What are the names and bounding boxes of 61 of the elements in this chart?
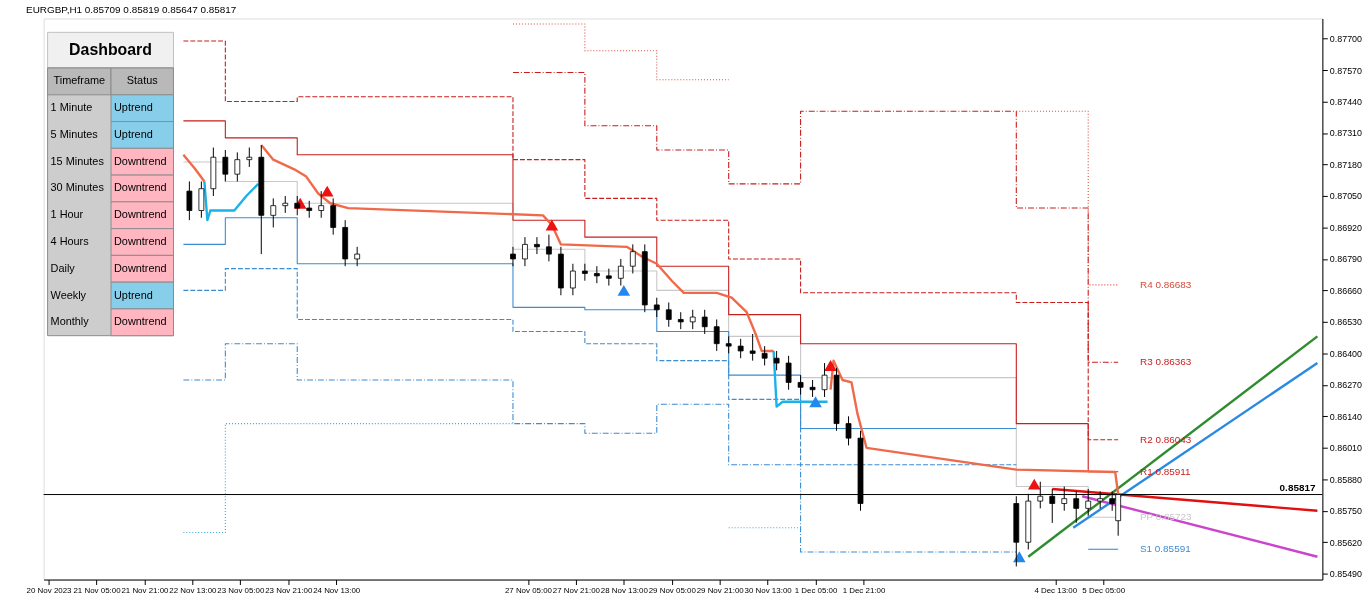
y-tick-label: 0.87180 [1329, 159, 1363, 170]
y-tick-label: 0.85490 [1329, 569, 1363, 580]
ref-line-label: 0.85817 [1279, 481, 1316, 493]
x-tick-label: 23 Nov 05:00 [217, 585, 265, 595]
y-tick-label: 0.85880 [1329, 474, 1363, 485]
y-tick-label: 0.86660 [1329, 285, 1363, 296]
y-tick-label: 0.87700 [1329, 34, 1363, 45]
x-tick-label: 5 Dec 05:00 [1082, 585, 1126, 595]
x-tick-label: 20 Nov 2023 [26, 585, 73, 595]
annotation: Downtrend [114, 261, 167, 274]
y-tick-label: 0.86920 [1329, 222, 1363, 233]
annotation: 1 Hour [50, 208, 84, 221]
annotation: Status [126, 74, 159, 87]
annotation: S1 0.85591 [1139, 543, 1192, 555]
y-tick-label: 0.86140 [1329, 411, 1363, 422]
chart-title: EURGBP,H1 0.85709 0.85819 0.85647 0.85817 [26, 3, 237, 15]
x-tick-label: 23 Nov 21:00 [265, 585, 313, 595]
x-tick-label: 29 Nov 21:00 [696, 585, 745, 595]
annotation: Downtrend [114, 315, 167, 328]
y-tick-label: 0.87310 [1329, 128, 1363, 139]
annotation: Downtrend [114, 154, 167, 167]
y-tick-label: 0.86530 [1329, 317, 1363, 328]
x-tick-label: 4 Dec 13:00 [1034, 585, 1078, 595]
annotation: Uptrend [114, 288, 153, 301]
annotation: 5 Minutes [50, 127, 99, 140]
annotation: Downtrend [114, 208, 167, 221]
annotation: Downtrend [114, 181, 167, 194]
text: Dashboard [69, 41, 152, 59]
annotation: Uptrend [114, 127, 153, 140]
x-tick-label: 30 Nov 13:00 [744, 585, 793, 595]
annotation: Timeframe [53, 74, 106, 87]
y-tick-label: 0.87440 [1329, 97, 1363, 107]
x-tick-label: 27 Nov 21:00 [552, 585, 601, 595]
x-tick-label: 29 Nov 05:00 [648, 585, 697, 595]
annotation: 4 Hours [50, 234, 90, 247]
annotation: 15 Minutes [50, 154, 105, 167]
y-tick-label: 0.86790 [1329, 254, 1363, 265]
y-tick-label: 0.87050 [1329, 191, 1363, 202]
x-tick-label: 21 Nov 05:00 [73, 585, 122, 595]
x-tick-label: 27 Nov 05:00 [504, 585, 553, 595]
annotation: 30 Minutes [50, 181, 105, 194]
y-tick-label: 0.85620 [1329, 537, 1363, 548]
y-tick-label: 0.86270 [1329, 380, 1363, 391]
annotation: Uptrend [114, 101, 153, 114]
x-tick-label: 21 Nov 21:00 [121, 585, 170, 595]
annotation: Weekly [50, 288, 87, 301]
y-tick-label: 0.86400 [1329, 348, 1363, 359]
annotation: Monthly [50, 315, 90, 328]
x-tick-label: 24 Nov 13:00 [313, 585, 361, 595]
y-tick-label: 0.87570 [1329, 65, 1363, 76]
annotation: Daily [50, 261, 76, 274]
y-tick-label: 0.86010 [1329, 443, 1363, 454]
annotation: R4 0.86683 [1139, 278, 1192, 290]
annotation: 1 Minute [50, 101, 93, 114]
annotation: R3 0.86363 [1139, 356, 1192, 368]
x-tick-label: 1 Dec 21:00 [842, 585, 886, 595]
y-tick-label: 0.85750 [1329, 506, 1363, 517]
x-tick-label: 28 Nov 13:00 [600, 585, 649, 595]
x-tick-label: 1 Dec 05:00 [794, 585, 839, 595]
annotation: Downtrend [114, 234, 167, 247]
x-tick-label: 22 Nov 13:00 [169, 585, 218, 595]
